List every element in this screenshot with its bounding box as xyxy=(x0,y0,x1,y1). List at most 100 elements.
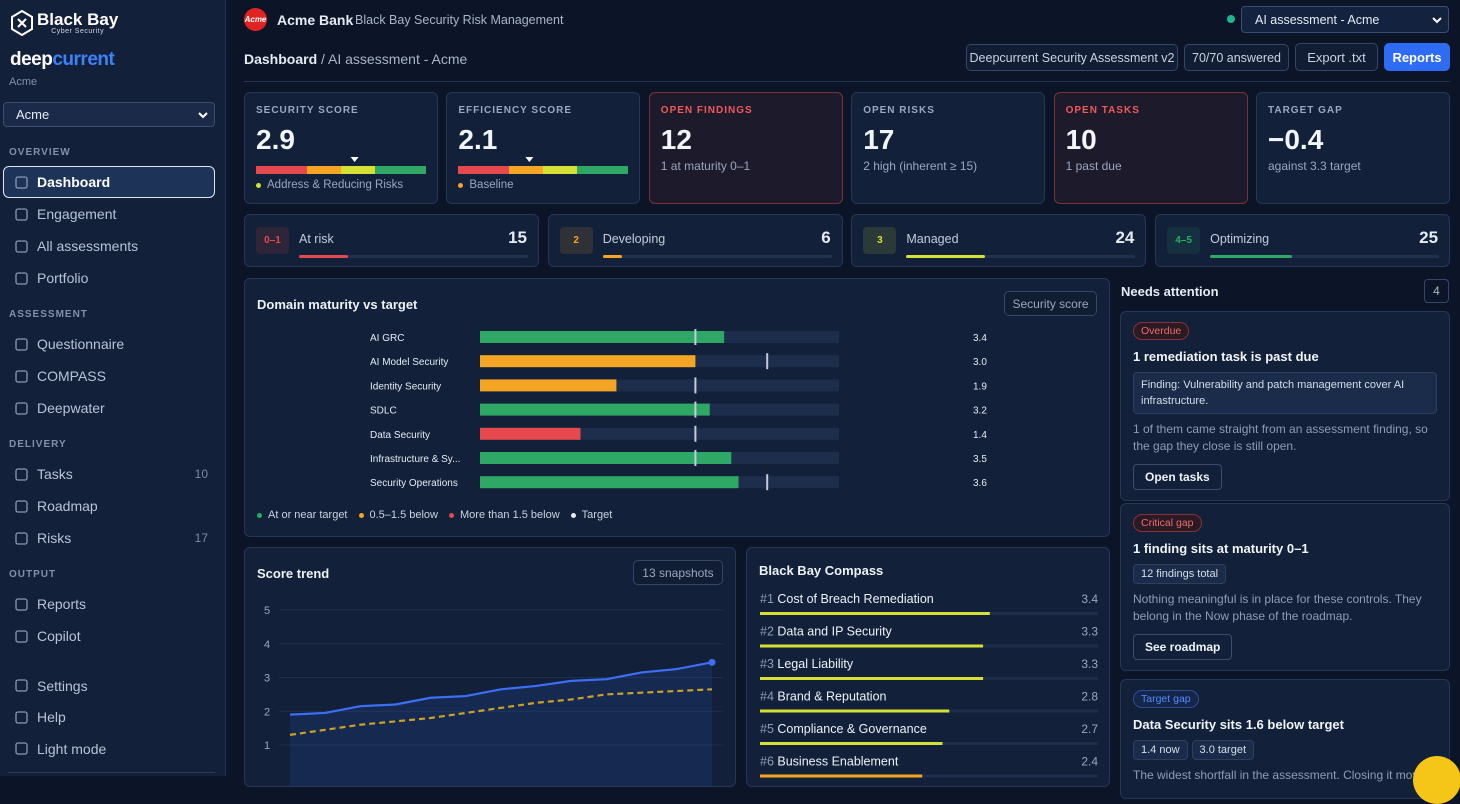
attention-button[interactable]: See roadmap xyxy=(1133,634,1233,660)
nav-icon xyxy=(15,679,28,692)
rank: #3 xyxy=(760,657,774,671)
compass-label: Data and IP Security xyxy=(777,625,892,639)
nav-label: Dashboard xyxy=(37,174,111,190)
legend-label: 0.5–1.5 below xyxy=(369,509,439,521)
bar xyxy=(480,476,739,489)
nav-icon xyxy=(15,401,28,415)
nav-icon xyxy=(15,337,28,351)
level-count: 15 xyxy=(508,228,527,247)
nav-label: Help xyxy=(37,709,66,726)
nav-label: Risks xyxy=(37,530,72,546)
kpi-value: 2.1 xyxy=(458,124,498,155)
icon-shape xyxy=(15,337,28,351)
rank: #2 xyxy=(760,625,774,639)
icon-shape xyxy=(15,597,28,611)
kpi-label: EFFICIENCY SCORE xyxy=(458,105,572,116)
help-fab[interactable] xyxy=(1413,756,1460,804)
nav-item[interactable]: Roadmap xyxy=(3,490,215,522)
assessment-version[interactable]: Deepcurrent Security Assessment v2 xyxy=(966,44,1178,71)
icon-shape xyxy=(15,679,28,692)
chip: 1.4 now xyxy=(1133,740,1188,760)
compass-row: #4 Brand & Reputation xyxy=(760,690,887,704)
nav-item[interactable]: Portfolio xyxy=(3,262,215,294)
brand-logo: Black Bay Cyber Security xyxy=(10,10,118,36)
chips: 1.4 now 3.0 target xyxy=(1133,732,1437,760)
nav-icon xyxy=(15,711,28,724)
compass-label: Business Enablement xyxy=(777,755,898,769)
snapshot-count[interactable]: 13 snapshots xyxy=(633,560,723,585)
card-title: Score trend xyxy=(257,566,330,581)
compass-value: 3.4 xyxy=(1081,592,1098,606)
metric-toggle[interactable]: Security score xyxy=(1004,291,1097,316)
level-badge: 3 xyxy=(863,227,897,254)
compass-chart: #1 Cost of Breach Remediation 3.4 #2 Data … xyxy=(760,592,1098,778)
icon-shape xyxy=(15,499,28,513)
level-card: 2 Developing 6 xyxy=(547,214,843,267)
nav-item[interactable]: Copilot xyxy=(3,620,215,652)
assessment-select[interactable]: AI assessment - Acme xyxy=(1241,6,1449,33)
nav-item[interactable]: COMPASS xyxy=(3,360,215,392)
attention-count: 4 xyxy=(1424,279,1449,303)
level-card: 4–5 Optimizing 25 xyxy=(1155,214,1451,267)
nav-item[interactable]: Questionnaire xyxy=(3,328,215,360)
icon-shape xyxy=(15,401,28,415)
legend-label: Target xyxy=(581,509,613,521)
nav-label: Settings xyxy=(37,677,88,694)
nav-item[interactable]: Light mode xyxy=(3,733,215,765)
attention-card: Critical gap 1 finding sits at maturity 0… xyxy=(1120,503,1450,671)
badge: Target gap xyxy=(1133,690,1199,708)
finding-box: Finding: Vulnerability and patch managem… xyxy=(1133,372,1437,414)
kpi-value: 10 xyxy=(1065,124,1097,155)
attention-button[interactable]: Open tasks xyxy=(1133,464,1222,490)
note-text: Address & Reducing Risks xyxy=(267,179,404,191)
kpi-card: EFFICIENCY SCORE 2.1 Baseline xyxy=(446,92,641,204)
card-title: Black Bay Compass xyxy=(759,563,884,578)
org-select[interactable]: Acme xyxy=(3,102,215,127)
category-label: SDLC xyxy=(370,406,397,417)
kpi-label: OPEN FINDINGS xyxy=(660,105,753,116)
compass-bar xyxy=(760,677,984,680)
export-button[interactable]: Export .txt xyxy=(1295,43,1378,71)
legend-dot xyxy=(257,512,262,518)
level-track xyxy=(602,255,832,258)
nav-item[interactable]: All assessments xyxy=(3,230,215,262)
assessment-select-value: AI assessment - Acme xyxy=(1255,12,1380,27)
badge: Overdue xyxy=(1133,322,1190,340)
nav-label: Questionnaire xyxy=(37,336,125,352)
answered-count[interactable]: 70/70 answered xyxy=(1184,44,1289,71)
attention-card: Target gap Data Security sits 1.6 below t… xyxy=(1120,679,1450,799)
compass-label: Compliance & Governance xyxy=(777,722,926,736)
nav-item[interactable]: Risks 17 xyxy=(3,522,215,554)
kpi-card: OPEN TASKS 10 1 past due xyxy=(1053,92,1248,204)
gauge-segment xyxy=(577,166,629,174)
legend-item: Target xyxy=(570,509,613,521)
nav-item[interactable]: Dashboard xyxy=(3,166,215,198)
domain-chart: AI GRC 3.4 AI Model Security 3.0 Identity Se… xyxy=(370,329,987,491)
level-label: Optimizing xyxy=(1210,232,1270,246)
nav-item[interactable]: Tasks 10 xyxy=(3,458,215,490)
app-name: Black Bay Security Risk Management xyxy=(355,13,564,27)
nav-item[interactable]: Settings xyxy=(3,670,215,702)
nav-item[interactable]: Engagement xyxy=(3,198,215,230)
compass-row: #6 Business Enablement xyxy=(760,755,899,769)
chevron xyxy=(1432,17,1442,24)
compass-row: #2 Data and IP Security xyxy=(760,625,893,639)
nav-item[interactable]: Deepwater xyxy=(3,392,215,424)
compass-card: Black Bay Compass #1 Cost of Breach Reme… xyxy=(746,547,1110,787)
breadcrumb: Dashboard / AI assessment - Acme xyxy=(244,51,467,67)
product-a: deep xyxy=(10,49,53,70)
nav-item[interactable]: Reports xyxy=(3,588,215,620)
nav-item[interactable]: Help xyxy=(3,702,215,734)
nav-icon xyxy=(15,175,28,189)
icon-shape xyxy=(15,629,28,643)
compass-row: #5 Compliance & Governance xyxy=(760,722,927,736)
kpi-card: OPEN RISKS 17 2 high (inherent ≥ 15) xyxy=(851,92,1046,204)
brand-sub: Cyber Security xyxy=(51,27,105,35)
chevron xyxy=(198,112,208,119)
level-count: 25 xyxy=(1419,228,1439,247)
nav-count: 10 xyxy=(194,467,208,481)
reports-button[interactable]: Reports xyxy=(1384,43,1450,71)
kpi-label: OPEN TASKS xyxy=(1065,105,1140,116)
legend-item: At or near target xyxy=(257,509,348,521)
kpi-value: −0.4 xyxy=(1268,124,1324,155)
